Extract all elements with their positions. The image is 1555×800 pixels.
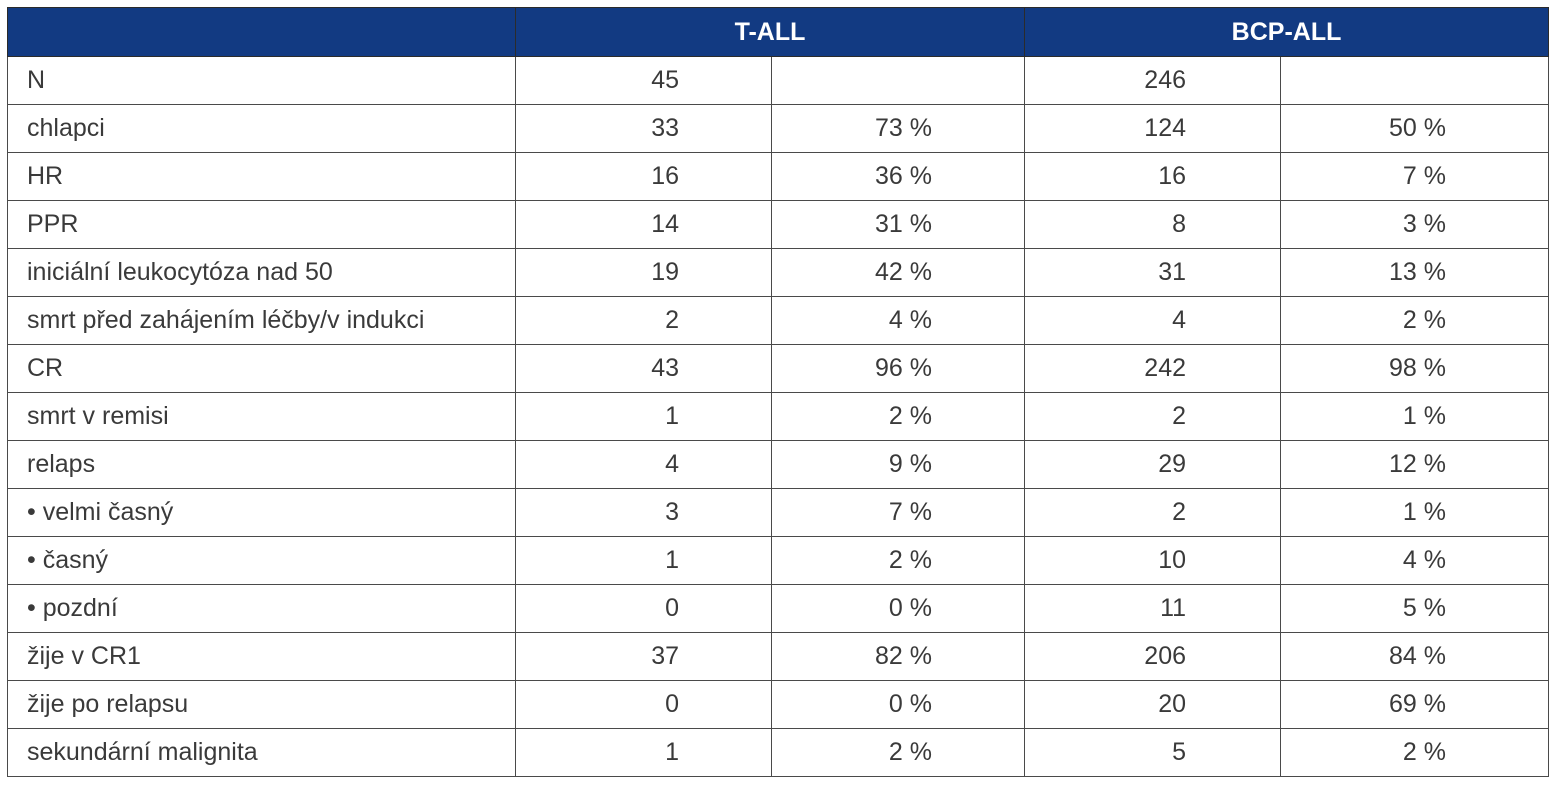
- bcp-all-count: 206: [1024, 632, 1282, 681]
- table-row: relaps 4 9 % 29 12 %: [7, 440, 1550, 489]
- bcp-all-count: 5: [1024, 728, 1282, 777]
- t-all-percent: 2 %: [770, 728, 1026, 777]
- bcp-all-percent: 7 %: [1280, 152, 1550, 201]
- t-all-percent: 42 %: [770, 248, 1026, 297]
- bcp-all-percent: 13 %: [1280, 248, 1550, 297]
- bcp-all-percent: 12 %: [1280, 440, 1550, 489]
- t-all-count: 33: [515, 104, 772, 153]
- t-all-percent: 31 %: [770, 200, 1026, 249]
- bcp-all-percent: 5 %: [1280, 584, 1550, 633]
- bcp-all-percent: 50 %: [1280, 104, 1550, 153]
- bcp-all-percent: 98 %: [1280, 344, 1550, 393]
- bcp-all-percent: 69 %: [1280, 680, 1550, 729]
- table-row: iniciální leukocytóza nad 50 19 42 % 31 …: [7, 248, 1550, 297]
- row-label: žije po relapsu: [7, 680, 516, 729]
- row-label: • časný: [7, 536, 516, 585]
- header-row: T-ALL BCP-ALL: [7, 7, 1550, 57]
- bcp-all-percent: 1 %: [1280, 488, 1550, 537]
- table-row: žije po relapsu 0 0 % 20 69 %: [7, 680, 1550, 729]
- t-all-percent: [770, 56, 1026, 105]
- t-all-count: 3: [515, 488, 772, 537]
- header-bcp-all: BCP-ALL: [1024, 7, 1550, 57]
- row-label: iniciální leukocytóza nad 50: [7, 248, 516, 297]
- t-all-count: 16: [515, 152, 772, 201]
- t-all-count: 0: [515, 584, 772, 633]
- row-label: CR: [7, 344, 516, 393]
- bcp-all-percent: 4 %: [1280, 536, 1550, 585]
- t-all-percent: 82 %: [770, 632, 1026, 681]
- t-all-percent: 96 %: [770, 344, 1026, 393]
- t-all-count: 1: [515, 536, 772, 585]
- bcp-all-percent: 1 %: [1280, 392, 1550, 441]
- t-all-percent: 4 %: [770, 296, 1026, 345]
- t-all-count: 2: [515, 296, 772, 345]
- t-all-percent: 2 %: [770, 536, 1026, 585]
- row-label: sekundární malignita: [7, 728, 516, 777]
- t-all-percent: 7 %: [770, 488, 1026, 537]
- bcp-all-percent: 2 %: [1280, 296, 1550, 345]
- row-label: • pozdní: [7, 584, 516, 633]
- table-row: • pozdní 0 0 % 11 5 %: [7, 584, 1550, 633]
- t-all-count: 1: [515, 728, 772, 777]
- row-label: N: [7, 56, 516, 105]
- bcp-all-count: 20: [1024, 680, 1282, 729]
- table-row: chlapci 33 73 % 124 50 %: [7, 104, 1550, 153]
- t-all-count: 1: [515, 392, 772, 441]
- table-row: N 45 246: [7, 56, 1550, 105]
- t-all-count: 14: [515, 200, 772, 249]
- bcp-all-percent: 84 %: [1280, 632, 1550, 681]
- row-label: relaps: [7, 440, 516, 489]
- t-all-count: 0: [515, 680, 772, 729]
- bcp-all-count: 10: [1024, 536, 1282, 585]
- bcp-all-count: 4: [1024, 296, 1282, 345]
- row-label: PPR: [7, 200, 516, 249]
- bcp-all-count: 2: [1024, 392, 1282, 441]
- table-row: smrt před zahájením léčby/v indukci 2 4 …: [7, 296, 1550, 345]
- t-all-count: 45: [515, 56, 772, 105]
- row-label: smrt před zahájením léčby/v indukci: [7, 296, 516, 345]
- t-all-percent: 73 %: [770, 104, 1026, 153]
- table-row: žije v CR1 37 82 % 206 84 %: [7, 632, 1550, 681]
- bcp-all-count: 242: [1024, 344, 1282, 393]
- bcp-all-count: 124: [1024, 104, 1282, 153]
- t-all-count: 37: [515, 632, 772, 681]
- bcp-all-count: 29: [1024, 440, 1282, 489]
- table-row: smrt v remisi 1 2 % 2 1 %: [7, 392, 1550, 441]
- bcp-all-count: 2: [1024, 488, 1282, 537]
- header-t-all: T-ALL: [514, 7, 1026, 57]
- t-all-percent: 2 %: [770, 392, 1026, 441]
- bcp-all-percent: 3 %: [1280, 200, 1550, 249]
- bcp-all-count: 16: [1024, 152, 1282, 201]
- bcp-all-count: 8: [1024, 200, 1282, 249]
- row-label: smrt v remisi: [7, 392, 516, 441]
- table-row: • časný 1 2 % 10 4 %: [7, 536, 1550, 585]
- t-all-percent: 0 %: [770, 680, 1026, 729]
- bcp-all-percent: 2 %: [1280, 728, 1550, 777]
- t-all-count: 19: [515, 248, 772, 297]
- table-container: T-ALL BCP-ALL N 45 246 chlapci 33 73 % 1…: [7, 7, 1550, 777]
- results-table: T-ALL BCP-ALL N 45 246 chlapci 33 73 % 1…: [7, 7, 1550, 777]
- t-all-count: 4: [515, 440, 772, 489]
- table-row: HR 16 36 % 16 7 %: [7, 152, 1550, 201]
- row-label: žije v CR1: [7, 632, 516, 681]
- bcp-all-count: 246: [1024, 56, 1282, 105]
- bcp-all-percent: [1280, 56, 1550, 105]
- row-label: HR: [7, 152, 516, 201]
- bcp-all-count: 31: [1024, 248, 1282, 297]
- t-all-count: 43: [515, 344, 772, 393]
- table-row: PPR 14 31 % 8 3 %: [7, 200, 1550, 249]
- t-all-percent: 0 %: [770, 584, 1026, 633]
- table-row: • velmi časný 3 7 % 2 1 %: [7, 488, 1550, 537]
- table-row: CR 43 96 % 242 98 %: [7, 344, 1550, 393]
- t-all-percent: 9 %: [770, 440, 1026, 489]
- bcp-all-count: 11: [1024, 584, 1282, 633]
- row-label: chlapci: [7, 104, 516, 153]
- t-all-percent: 36 %: [770, 152, 1026, 201]
- row-label: • velmi časný: [7, 488, 516, 537]
- header-corner: [7, 7, 516, 57]
- table-row: sekundární malignita 1 2 % 5 2 %: [7, 728, 1550, 777]
